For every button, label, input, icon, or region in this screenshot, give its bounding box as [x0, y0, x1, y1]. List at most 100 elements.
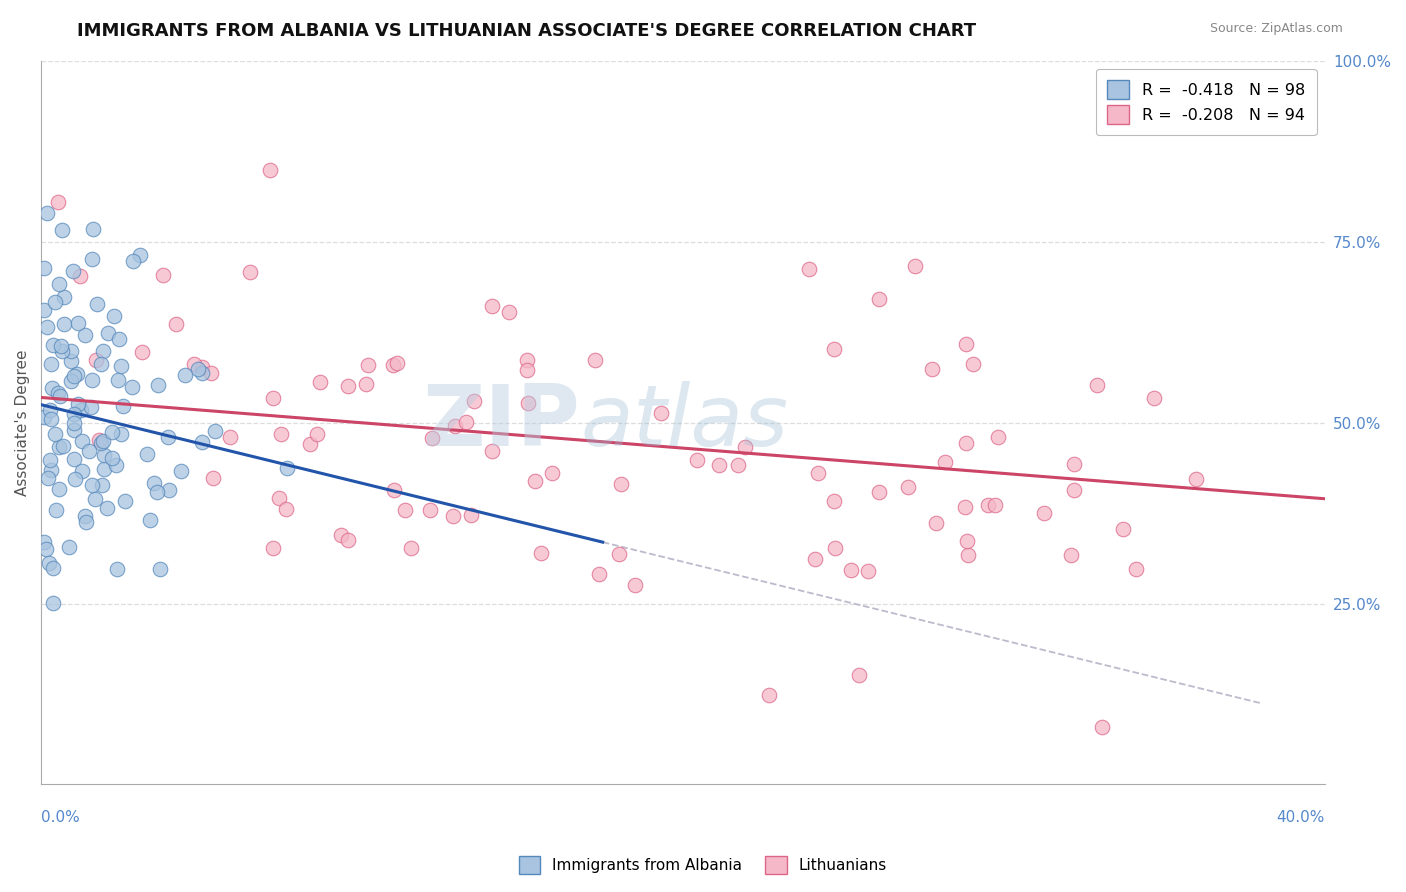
Point [1091, 720, 1114, 734]
Point [35, 541, 58, 556]
Point [44, 502, 66, 516]
Point [336, 378, 359, 392]
Point [925, 516, 948, 530]
Point [131, 344, 153, 359]
Point [204, 424, 226, 438]
Point [399, 541, 422, 556]
Point [1063, 483, 1085, 497]
Point [110, 359, 132, 374]
Point [90, 436, 112, 450]
Point [129, 248, 152, 262]
Point [34, 409, 56, 424]
Point [66, 397, 89, 411]
Point [443, 418, 465, 433]
Point [84, 491, 107, 506]
Point [191, 359, 214, 374]
Text: 0.0%: 0.0% [41, 810, 80, 825]
Point [79, 400, 101, 414]
Point [202, 471, 225, 485]
Point [142, 476, 165, 491]
Point [48, 482, 70, 496]
Point [270, 427, 292, 442]
Point [481, 299, 503, 313]
Point [90, 357, 112, 371]
Point [387, 356, 409, 370]
Point [463, 393, 485, 408]
Point [308, 375, 330, 389]
Point [962, 357, 984, 371]
Point [1032, 506, 1054, 520]
Point [114, 493, 136, 508]
Point [384, 483, 406, 498]
Point [262, 391, 284, 405]
Point [58, 541, 80, 555]
Point [868, 293, 890, 307]
Point [1060, 548, 1083, 562]
Text: atlas: atlas [581, 381, 789, 465]
Text: ZIP: ZIP [422, 381, 581, 465]
Point [607, 547, 630, 561]
Point [82, 222, 104, 236]
Point [823, 494, 845, 508]
Point [97, 326, 120, 341]
Point [84, 352, 107, 367]
Point [52, 318, 75, 332]
Point [60, 354, 83, 368]
Point [848, 668, 870, 682]
Point [62, 451, 84, 466]
Point [80, 372, 103, 386]
Point [707, 458, 730, 472]
Point [51, 343, 73, 358]
Point [956, 534, 979, 549]
Point [42, 561, 65, 575]
Point [191, 366, 214, 380]
Point [307, 426, 329, 441]
Point [63, 368, 86, 383]
Point [100, 451, 122, 466]
Y-axis label: Associate's Degree: Associate's Degree [15, 350, 30, 496]
Point [100, 425, 122, 439]
Point [44, 427, 66, 442]
Point [75, 515, 97, 529]
Point [269, 491, 291, 505]
Point [955, 500, 977, 514]
Point [583, 352, 606, 367]
Point [610, 477, 633, 491]
Point [63, 407, 86, 421]
Point [330, 528, 353, 542]
Point [588, 566, 610, 581]
Point [516, 363, 538, 377]
Point [46, 195, 69, 210]
Point [1184, 472, 1206, 486]
Point [977, 498, 1000, 512]
Point [110, 427, 132, 442]
Point [70, 465, 93, 479]
Point [149, 562, 172, 576]
Point [624, 578, 647, 592]
Point [60, 375, 83, 389]
Point [34, 303, 56, 318]
Point [42, 338, 65, 352]
Point [34, 534, 56, 549]
Point [868, 484, 890, 499]
Point [42, 596, 65, 610]
Point [38, 556, 60, 570]
Point [174, 368, 197, 383]
Point [823, 342, 845, 356]
Point [858, 564, 880, 578]
Point [460, 508, 482, 522]
Point [921, 362, 943, 376]
Point [934, 455, 956, 469]
Point [73, 508, 96, 523]
Point [337, 533, 360, 548]
Point [1085, 377, 1108, 392]
Point [39, 463, 62, 477]
Point [897, 480, 920, 494]
Point [1143, 392, 1166, 406]
Point [955, 436, 977, 450]
Point [91, 434, 114, 449]
Point [51, 223, 73, 237]
Point [103, 309, 125, 323]
Point [63, 416, 86, 430]
Point [381, 359, 404, 373]
